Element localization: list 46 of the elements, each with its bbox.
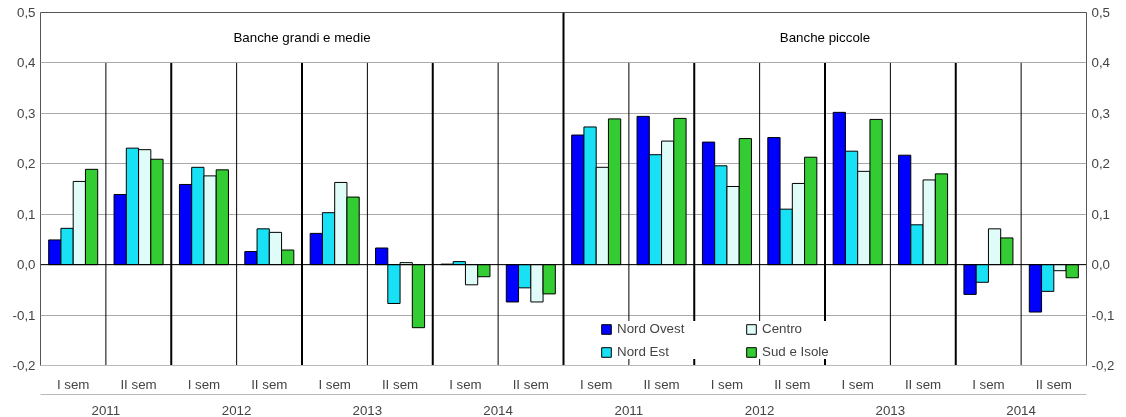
text: 2012	[221, 402, 252, 417]
x-tick-label: I sem	[56, 376, 90, 392]
y-tick-label: 0,4	[16, 55, 37, 71]
x-tick-label: II sem	[512, 376, 549, 392]
y-tick-label: 0,1	[16, 206, 36, 222]
y-tick-label: 0,0	[16, 257, 36, 273]
y2-tick-label: -0,1	[1091, 307, 1115, 323]
x-tick-label: I sem	[972, 376, 1005, 392]
y2-tick-label: -0,2	[1091, 358, 1115, 373]
x-tick-label: II sem	[904, 376, 942, 392]
legend-label: Nord Est	[617, 344, 670, 359]
legend-label: Centro	[762, 321, 803, 336]
y-tick-label: 0,5	[16, 5, 36, 20]
text: 2014	[1006, 402, 1037, 417]
x-tick-label: II sem	[1035, 376, 1072, 392]
x-tick-label: I sem	[187, 376, 221, 392]
annotation: Banche piccole	[779, 30, 871, 46]
y-tick-label: -0,2	[12, 358, 36, 373]
y2-tick-label: 0,3	[1091, 105, 1111, 121]
y2-tick-label: 0,0	[1091, 257, 1111, 273]
legend-label: Sud e Isole	[762, 344, 830, 359]
x-tick-label: I sem	[710, 376, 744, 392]
x-tick-label: I sem	[841, 376, 874, 392]
x-tick-label: II sem	[643, 376, 680, 392]
x-tick-label: II sem	[381, 376, 419, 392]
legend-label: Nord Ovest	[617, 321, 686, 336]
x-tick-label: I sem	[318, 376, 351, 392]
y2-tick-label: 0,1	[1091, 206, 1111, 222]
y2-tick-label: 0,5	[1091, 5, 1111, 20]
text: 2014	[483, 402, 514, 417]
x-tick-label: I sem	[579, 376, 613, 392]
text: 2011	[91, 402, 121, 417]
text: 2013	[875, 402, 906, 417]
y2-tick-label: 0,2	[1091, 156, 1111, 172]
x-tick-label: II sem	[120, 376, 157, 392]
x-tick-label: II sem	[774, 376, 811, 392]
y-tick-label: 0,3	[16, 105, 36, 121]
y-tick-label: -0,1	[12, 307, 36, 323]
y2-tick-label: 0,4	[1091, 55, 1111, 71]
x-tick-label: II sem	[251, 376, 288, 392]
y-tick-label: 0,2	[16, 156, 36, 172]
annotation: Banche grandi e medie	[233, 30, 371, 46]
text: 2013	[352, 402, 383, 417]
x-tick-label: I sem	[449, 376, 482, 392]
text: 2011	[614, 402, 644, 417]
text: 2012	[744, 402, 775, 417]
